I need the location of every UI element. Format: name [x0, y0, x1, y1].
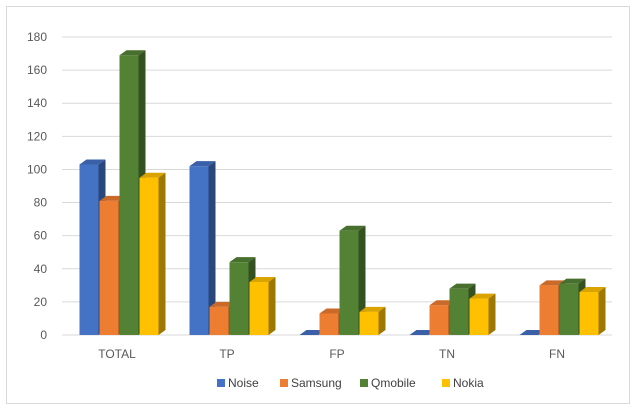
bar-top-face: [559, 278, 586, 284]
x-tick-label: FN: [549, 347, 565, 361]
bar-front-face: [189, 166, 209, 335]
legend-swatch: [217, 379, 225, 387]
bar-front-face: [539, 285, 559, 335]
y-tick-label: 80: [34, 196, 48, 210]
bar-front-face: [559, 283, 579, 335]
legend-swatch: [442, 379, 450, 387]
bar-top-face: [99, 195, 126, 201]
bar-top-face: [429, 300, 456, 306]
bar-front-face: [99, 200, 119, 335]
bar-front-face: [319, 313, 339, 335]
bar-front-face: [579, 291, 599, 335]
y-tick-label: 140: [27, 96, 47, 110]
legend-swatch: [360, 379, 368, 387]
bar-front-face: [209, 306, 229, 335]
bar-top-face: [119, 50, 146, 56]
bar-top-face: [79, 159, 106, 165]
x-tick-label: TP: [219, 347, 234, 361]
legend-label: Samsung: [291, 376, 342, 390]
bar-top-face: [249, 277, 276, 283]
legend: Noise Samsung Qmobile Nokia: [217, 376, 484, 390]
bar-nokia-tn: [469, 293, 496, 335]
bar-top-face: [469, 293, 496, 299]
legend-item-nokia: Nokia: [442, 376, 484, 390]
bar-front-face: [229, 262, 249, 335]
bar-front-face: [429, 305, 449, 335]
legend-swatch: [280, 379, 288, 387]
bar-side-face: [208, 161, 216, 335]
legend-label: Qmobile: [371, 376, 416, 390]
bar-top-face: [579, 286, 606, 292]
bar-nokia-fp: [359, 306, 386, 335]
bar-front-face: [249, 282, 269, 335]
bar-side-face: [598, 286, 606, 335]
bar-top-face: [519, 330, 546, 335]
bar-top-face: [449, 283, 476, 289]
bar-front-face: [119, 55, 139, 335]
y-tick-label: 100: [27, 162, 47, 176]
y-tick-label: 40: [34, 262, 48, 276]
bar-nokia-fn: [579, 286, 606, 335]
x-tick-label: FP: [329, 347, 344, 361]
legend-label: Nokia: [453, 376, 484, 390]
bar-side-face: [358, 225, 366, 335]
bar-nokia-tp: [249, 277, 276, 335]
bar-noise-tp: [189, 161, 216, 335]
bar-top-face: [139, 172, 166, 178]
bar-noise-fn: [519, 330, 546, 335]
bar-side-face: [488, 293, 496, 335]
y-tick-label: 60: [34, 229, 48, 243]
x-tick-label: TOTAL: [98, 347, 136, 361]
bar-top-face: [539, 280, 566, 286]
bar-top-face: [229, 257, 256, 263]
bar-top-face: [299, 330, 326, 335]
bar-top-face: [209, 301, 236, 307]
legend-item-noise: Noise: [217, 376, 259, 390]
bar-qmobile-fp: [339, 225, 366, 335]
bar-front-face: [469, 298, 489, 335]
x-tick-label: TN: [439, 347, 455, 361]
y-tick-label: 160: [27, 63, 47, 77]
bar-top-face: [359, 306, 386, 312]
bar-front-face: [139, 177, 159, 335]
y-tick-label: 20: [34, 295, 48, 309]
y-tick-label: 0: [40, 328, 47, 342]
bar-side-face: [378, 306, 386, 335]
bar-front-face: [359, 311, 379, 335]
legend-label: Noise: [228, 376, 259, 390]
bar-front-face: [339, 230, 359, 335]
bar-noise-tn: [409, 330, 436, 335]
bar-front-face: [449, 288, 469, 335]
bar-side-face: [158, 172, 166, 335]
bar-nokia-total: [139, 172, 166, 335]
y-tick-label: 120: [27, 129, 47, 143]
bar-top-face: [339, 225, 366, 231]
y-tick-label: 180: [27, 30, 47, 44]
bar-top-face: [409, 330, 436, 335]
bar-noise-fp: [299, 330, 326, 335]
bar-front-face: [79, 164, 99, 335]
bar-top-face: [319, 308, 346, 314]
bar-top-face: [189, 161, 216, 167]
bar-side-face: [268, 277, 276, 335]
legend-item-qmobile: Qmobile: [360, 376, 416, 390]
legend-item-samsung: Samsung: [280, 376, 342, 390]
